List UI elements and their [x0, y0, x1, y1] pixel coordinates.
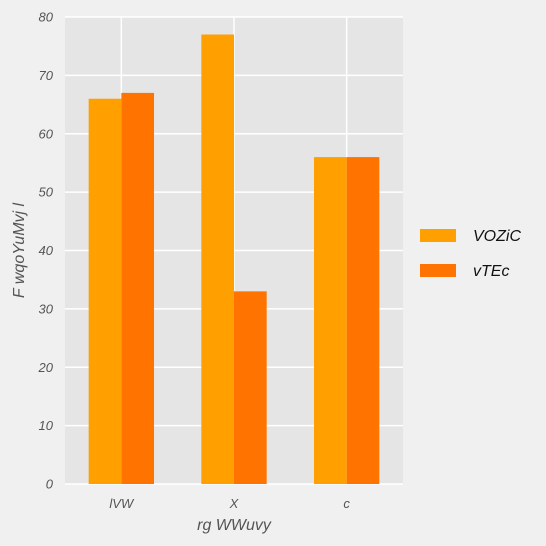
- bar-VOZiC-lVW: [88, 98, 122, 484]
- bars: [88, 34, 380, 484]
- x-tick-label: c: [343, 496, 350, 511]
- y-tick-label: 20: [38, 360, 54, 375]
- y-tick-label: 0: [46, 477, 54, 492]
- y-tick-label: 40: [39, 243, 54, 258]
- y-axis-label: F wqoYuMvj l: [11, 202, 28, 298]
- y-tick-label: 10: [39, 418, 54, 433]
- y-axis-ticks: 0 10 20 30 40 50 60 70 80: [38, 10, 54, 492]
- bar-vTEc-c: [346, 157, 380, 484]
- y-tick-label: 30: [39, 301, 54, 316]
- legend-label: vTEc: [473, 263, 509, 280]
- x-tick-label: X: [229, 496, 240, 511]
- y-tick-label: 50: [39, 185, 54, 200]
- x-tick-label: lVW: [109, 496, 135, 511]
- bar-VOZiC-c: [313, 157, 347, 484]
- x-axis-label: rg WWuvy: [197, 517, 272, 534]
- bar-VOZiC-X: [201, 34, 234, 484]
- legend-swatch: [420, 229, 456, 242]
- bar-vTEc-X: [234, 291, 267, 484]
- y-tick-label: 70: [39, 68, 54, 83]
- legend: VOZiC vTEc: [420, 228, 521, 280]
- legend-label: VOZiC: [473, 228, 521, 245]
- legend-swatch: [420, 264, 456, 277]
- y-tick-label: 80: [39, 10, 54, 25]
- bar-vTEc-lVW: [121, 92, 155, 484]
- y-tick-label: 60: [39, 126, 54, 141]
